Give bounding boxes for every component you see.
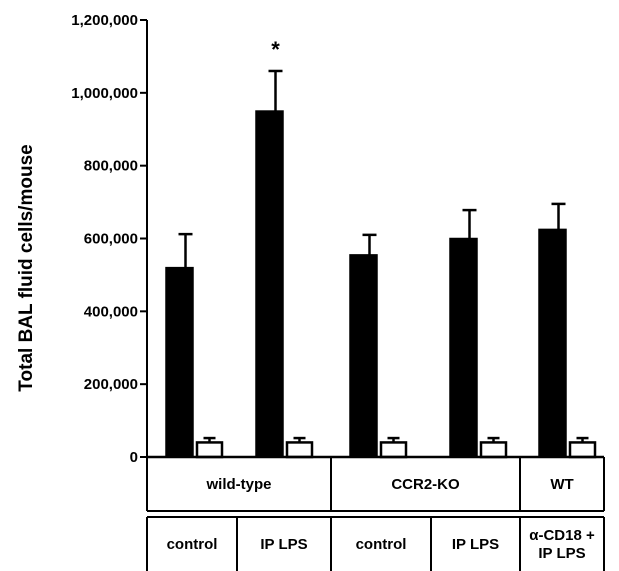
y-tick-label: 800,000: [84, 158, 138, 175]
y-tick-label: 0: [130, 449, 138, 466]
group-label: CCR2-KO: [391, 476, 460, 493]
condition-label-line: α-CD18 +: [529, 527, 595, 544]
condition-label: IP LPS: [452, 536, 499, 553]
group-label: WT: [550, 476, 573, 493]
condition-label-line: IP LPS: [538, 545, 585, 562]
bar: [379, 441, 408, 459]
y-axis-label: Total BAL fluid cells/mouse: [16, 144, 37, 391]
category-table: wild-type CCR2-KO WT control IP LPS control IP…: [146, 455, 605, 571]
bar: [479, 441, 508, 459]
condition-label-line: control: [167, 536, 218, 553]
bar: [255, 110, 284, 458]
condition-label: α-CD18 + IP LPS: [529, 527, 595, 562]
y-tick-label: 1,000,000: [71, 85, 138, 102]
significance-marker: *: [271, 37, 280, 62]
condition-label: control: [167, 536, 218, 553]
bar: [165, 266, 194, 458]
condition-label-line: IP LPS: [260, 536, 307, 553]
condition-label: IP LPS: [260, 536, 307, 553]
bar: [349, 254, 378, 458]
bar: [568, 441, 597, 459]
y-tick-label: 200,000: [84, 376, 138, 393]
condition-label-line: control: [356, 536, 407, 553]
y-tick-label: 400,000: [84, 303, 138, 320]
y-axis: 0 200,000 400,000 600,000 800,000 1,000,000 1,…: [71, 12, 148, 466]
group-label: wild-type: [205, 476, 271, 493]
condition-label: control: [356, 536, 407, 553]
bar: [195, 441, 224, 459]
bar: [285, 441, 314, 459]
bar: [538, 228, 567, 458]
bar: [449, 237, 478, 458]
y-tick-label: 600,000: [84, 231, 138, 248]
condition-label-line: IP LPS: [452, 536, 499, 553]
y-tick-label: 1,200,000: [71, 12, 138, 29]
bars: *: [165, 37, 597, 459]
